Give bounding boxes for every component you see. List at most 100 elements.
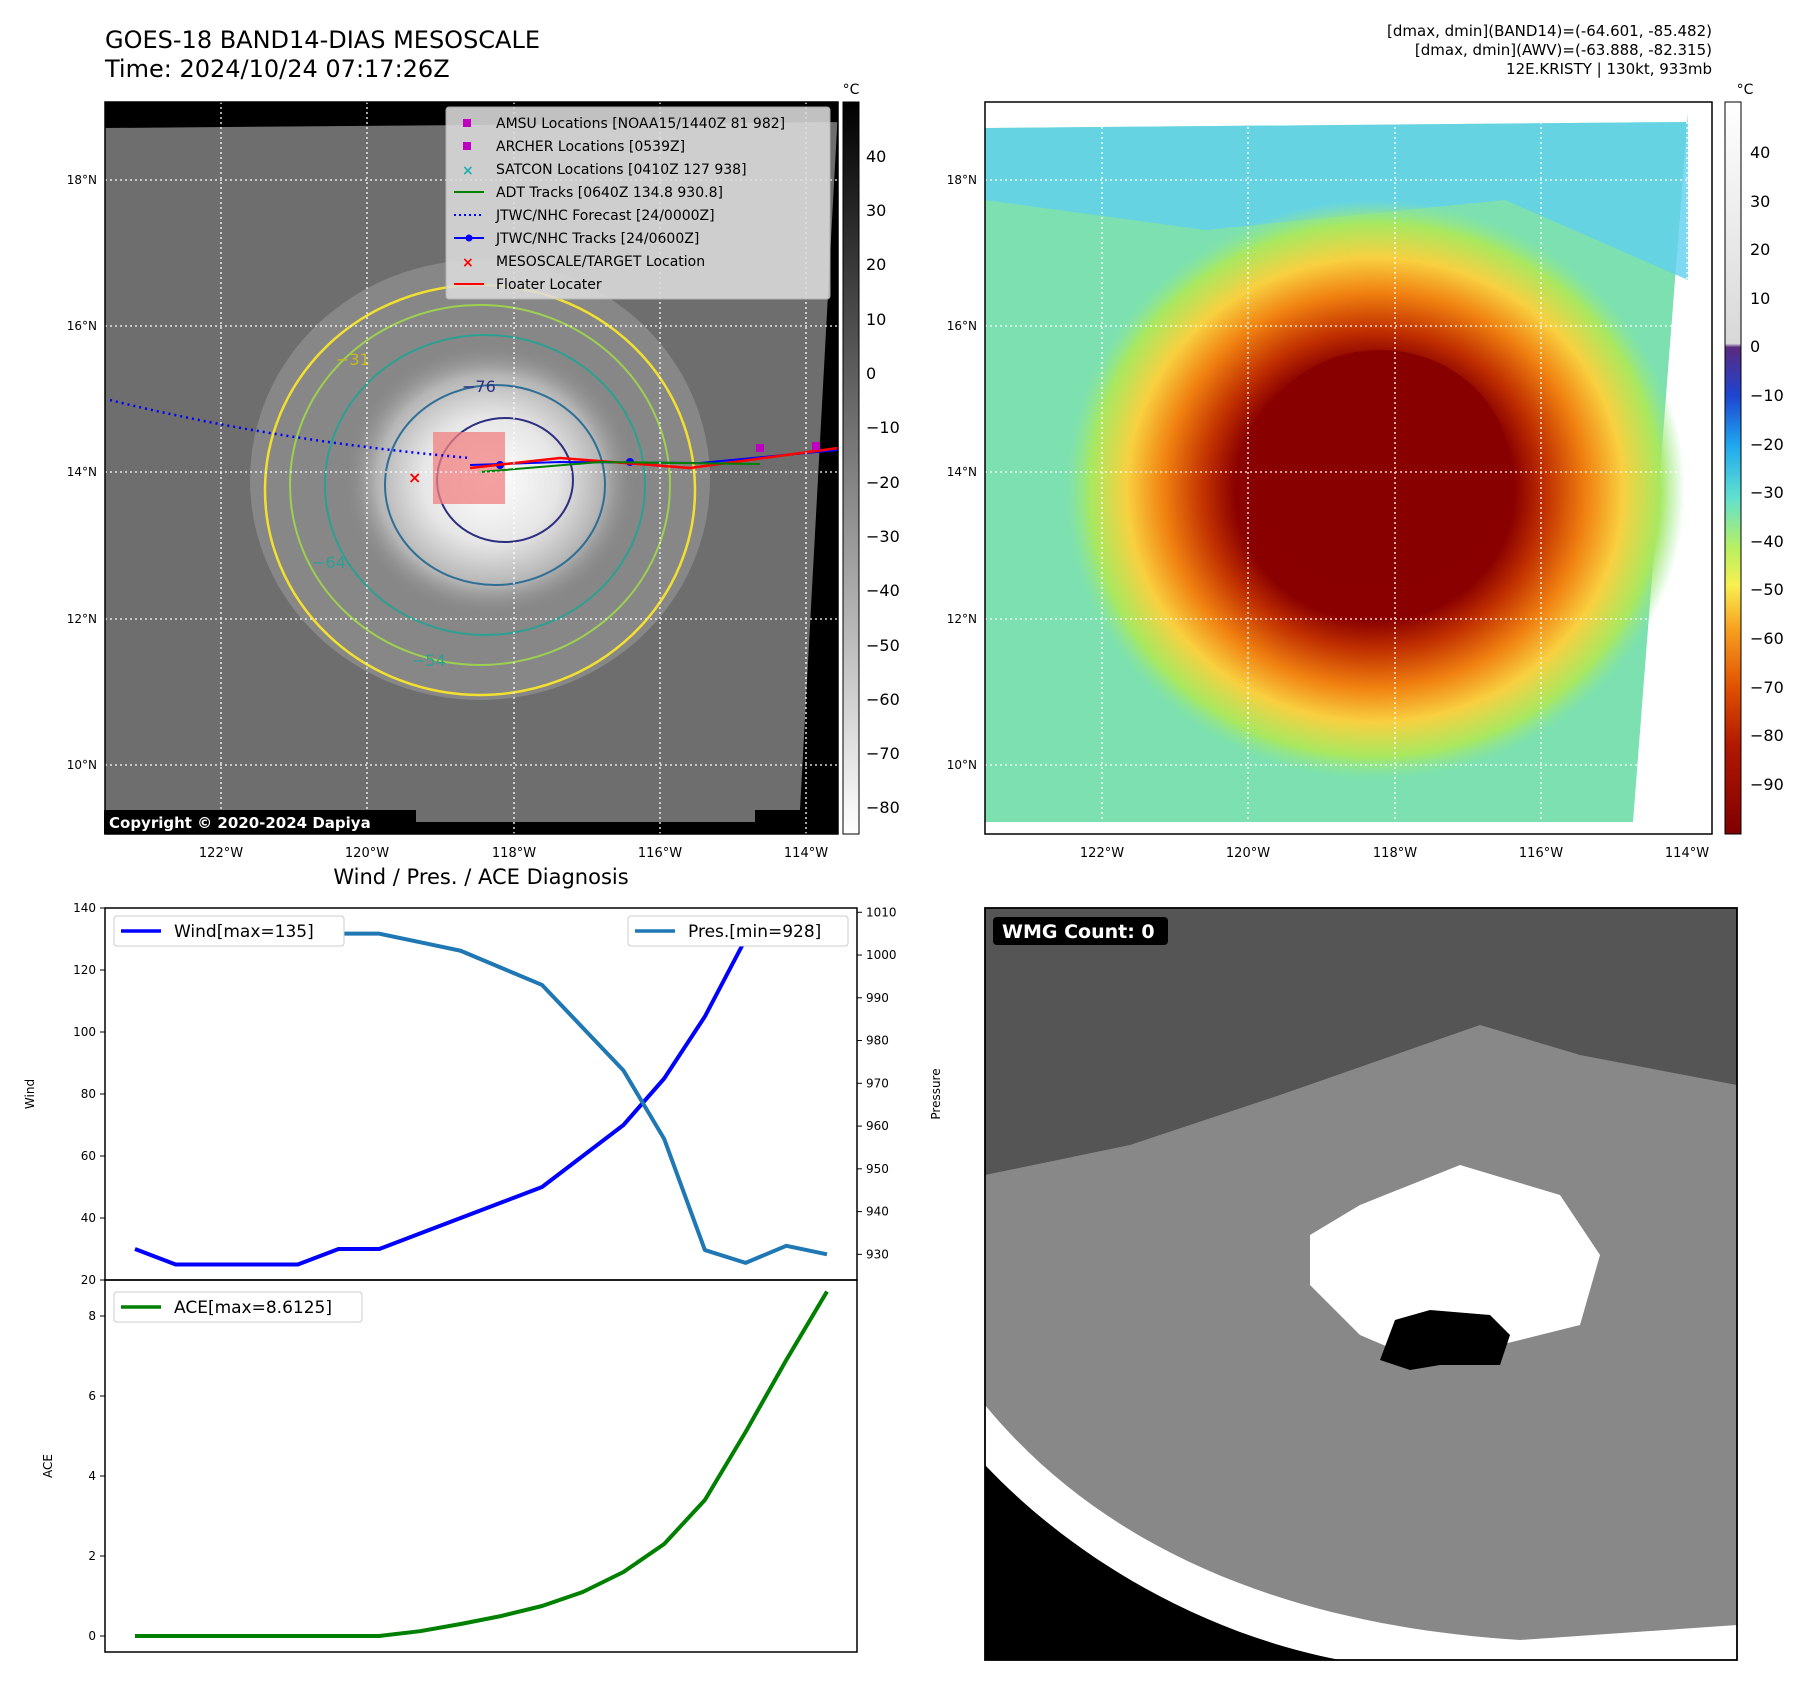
svg-text:16°N: 16°N: [67, 319, 97, 333]
svg-text:−20: −20: [866, 473, 900, 492]
ace-legend: ACE[max=8.6125]: [113, 1291, 363, 1323]
pressure-tick-label: 980: [866, 1034, 889, 1048]
svg-text:−30: −30: [866, 527, 900, 546]
storm-info: [dmax, dmin](BAND14)=(-64.601, -85.482) …: [1387, 22, 1712, 79]
svg-text:12°N: 12°N: [67, 612, 97, 626]
wind-axis-label: Wind: [23, 1079, 37, 1109]
wind-tick-label: 20: [81, 1273, 96, 1287]
wmg-dark-band: [985, 908, 1737, 1175]
svg-text:30: 30: [1750, 192, 1770, 211]
figure-title: GOES-18 BAND14-DIAS MESOSCALE Time: 2024…: [105, 26, 540, 84]
svg-text:16°N: 16°N: [947, 319, 977, 333]
wmg-eye: [1380, 1310, 1510, 1370]
lat-labels: 18°N 16°N 14°N 12°N 10°N: [947, 173, 977, 772]
legend-archer-marker: [463, 142, 471, 150]
storm-core: [1250, 350, 1510, 590]
ace-tick-label: 6: [88, 1389, 96, 1403]
ace-panel: 8 6 4 2 0: [88, 1290, 829, 1643]
pressure-tick-label: 990: [866, 991, 889, 1005]
wmg-count-box: [993, 917, 1168, 945]
svg-text:14°N: 14°N: [947, 465, 977, 479]
color-colorbar: [1724, 101, 1742, 835]
svg-text:14°N: 14°N: [67, 465, 97, 479]
svg-text:−80: −80: [1750, 726, 1784, 745]
svg-text:114°W: 114°W: [784, 846, 828, 860]
ace-axis-label: ACE: [41, 1454, 55, 1478]
color-enhanced-map: 18°N 16°N 14°N 12°N 10°N 122°W 120°W 118…: [947, 82, 1784, 860]
wind-series-line: [134, 921, 828, 1267]
lat-labels: 18°N 16°N 14°N 12°N 10°N: [67, 173, 97, 772]
pressure-tick-label: 950: [866, 1162, 889, 1176]
pressure-tick-label: 940: [866, 1205, 889, 1219]
cold-region-top: [985, 122, 1688, 280]
ace-tick-label: 8: [88, 1309, 96, 1323]
color-colorbar-ticks: 40 30 20 10 0 −10 −20 −30 −40 −50 −60 −7…: [1750, 143, 1784, 794]
gray-colorbar: [842, 101, 860, 835]
svg-text:116°W: 116°W: [638, 846, 682, 860]
legend-label: SATCON Locations [0410Z 127 938]: [496, 162, 747, 178]
map-legend: AMSU Locations [NOAA15/1440Z 81 982] ARC…: [445, 106, 831, 300]
contour-ring-4: [384, 384, 606, 586]
svg-text:122°W: 122°W: [199, 846, 243, 860]
svg-text:−60: −60: [866, 690, 900, 709]
contour-ring-3: [324, 334, 646, 636]
svg-text:118°W: 118°W: [1373, 846, 1417, 860]
title-line-2: Time: 2024/10/24 07:17:26Z: [105, 55, 450, 83]
copyright: Copyright © 2020-2024 Dapiya: [109, 814, 371, 832]
contour-label-54: −54: [412, 651, 446, 670]
wind-legend-label: Wind[max=135]: [174, 922, 314, 942]
wmg-map: WMG Count: 0: [984, 907, 1738, 1661]
copyright-box: [104, 810, 416, 834]
ace-legend-label: ACE[max=8.6125]: [174, 1298, 332, 1318]
gray-colorbar-unit: °C: [843, 82, 860, 98]
adt-track: [479, 460, 761, 473]
svg-text:−50: −50: [866, 636, 900, 655]
svg-text:10°N: 10°N: [947, 758, 977, 772]
legend-label: MESOSCALE/TARGET Location: [496, 254, 705, 270]
svg-text:−70: −70: [1750, 678, 1784, 697]
svg-text:−40: −40: [866, 581, 900, 600]
contour-label-31: −31: [336, 350, 370, 369]
wind-tick-label: 120: [73, 963, 96, 977]
wind-tick-label: 100: [73, 1025, 96, 1039]
target-box: [433, 432, 505, 504]
svg-text:0: 0: [866, 364, 876, 383]
amsu-marker: [756, 444, 764, 452]
pressure-tick-label: 930: [866, 1247, 889, 1261]
svg-text:−40: −40: [1750, 532, 1784, 551]
wind-tick-label: 60: [81, 1149, 96, 1163]
contour-label-64: −64: [312, 553, 346, 572]
lon-labels: 122°W 120°W 118°W 116°W 114°W: [199, 846, 828, 860]
ace-tick-label: 2: [88, 1549, 96, 1563]
ace-panel-frame: [104, 1279, 858, 1653]
svg-text:10°N: 10°N: [67, 758, 97, 772]
legend-label: ARCHER Locations [0539Z]: [496, 139, 685, 155]
wind-panel-frame: [104, 907, 858, 1281]
svg-text:118°W: 118°W: [492, 846, 536, 860]
svg-text:122°W: 122°W: [1080, 846, 1124, 860]
contour-ring-2: [289, 304, 671, 666]
wind-tick-label: 140: [73, 901, 96, 915]
map-gridlines: [985, 102, 1712, 834]
gray-colorbar-ticks: 40 30 20 10 0 −10 −20 −30 −40 −50 −60 −7…: [866, 147, 900, 817]
info-line-1: [dmax, dmin](BAND14)=(-64.601, -85.482): [1387, 22, 1712, 40]
target-marker: ×: [408, 468, 421, 487]
svg-text:−70: −70: [866, 744, 900, 763]
legend-label: AMSU Locations [NOAA15/1440Z 81 982]: [496, 116, 785, 132]
svg-text:18°N: 18°N: [947, 173, 977, 187]
info-line-2: [dmax, dmin](AWV)=(-63.888, -82.315): [1414, 41, 1712, 59]
diagnosis-title: Wind / Pres. / ACE Diagnosis: [333, 865, 629, 889]
wmg-eyewall: [1310, 1165, 1600, 1365]
ace-series-line: [135, 1290, 829, 1638]
archer-marker: [812, 442, 820, 450]
contour-label-76: −76: [462, 377, 496, 396]
pressure-legend-label: Pres.[min=928]: [688, 922, 821, 942]
svg-text:−60: −60: [1750, 629, 1784, 648]
svg-text:40: 40: [866, 147, 886, 166]
wind-pressure-panel: 140 120 100 80 60 40 20 1010 1000 990 980 970 960 950…: [73, 901, 896, 1287]
map-frame: [984, 101, 1713, 835]
wind-legend: Wind[max=135]: [113, 915, 345, 947]
svg-text:−90: −90: [1750, 775, 1784, 794]
svg-text:30: 30: [866, 201, 886, 220]
svg-text:120°W: 120°W: [345, 846, 389, 860]
